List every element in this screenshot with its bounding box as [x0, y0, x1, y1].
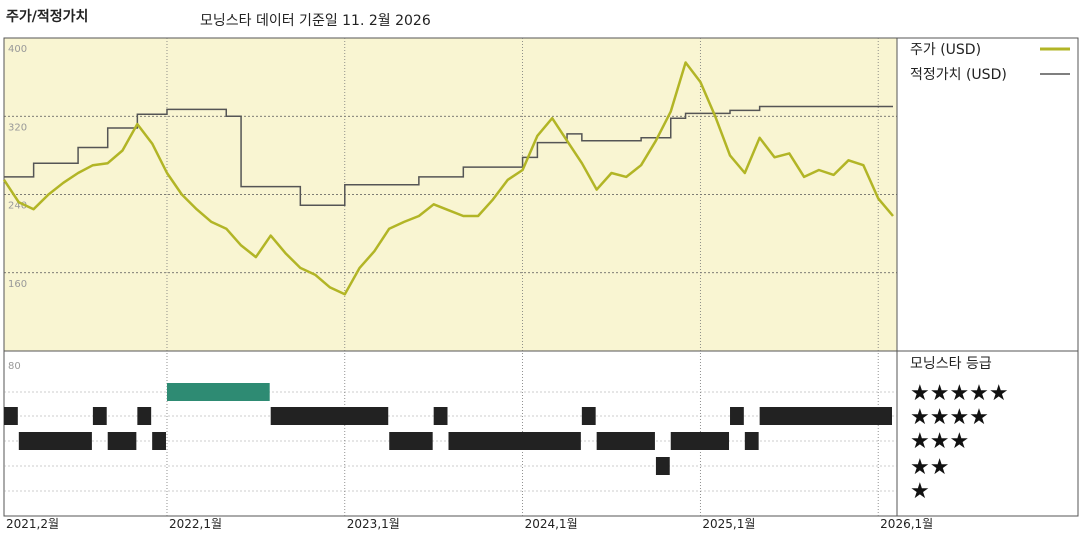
y-tick-label: 240 [8, 201, 27, 212]
rating-bar [137, 407, 152, 425]
rating-bar [581, 407, 596, 425]
chart-subtitle: 모닝스타 데이터 기준일 11. 2월 2026 [200, 13, 431, 29]
y-axis-ticks: 400 320 240 160 80 [8, 44, 27, 372]
y-tick-label: 400 [8, 44, 27, 55]
legend: 주가 (USD) 적정가치 (USD) [910, 42, 1070, 83]
x-tick-label: 2022,1월 [169, 517, 222, 531]
chart-title: 주가/적정가치 [6, 9, 89, 25]
rating-legend-title: 모닝스타 등급 [910, 356, 992, 372]
rating-bar [4, 407, 18, 425]
x-axis-ticks: 2021,2월 2022,1월 2023,1월 2024,1월 2025,1월 2026,… [6, 517, 933, 531]
rating-bar [433, 407, 448, 425]
rating-bar [596, 432, 655, 450]
y-tick-label: 80 [8, 361, 21, 372]
rating-bar [166, 383, 270, 401]
rating-bar [270, 407, 389, 425]
ratings-layer [4, 383, 892, 475]
chart-frame [3, 37, 1079, 517]
rating-row-2-stars: ★★ [910, 455, 949, 480]
rating-row-1-star: ★ [910, 479, 930, 504]
x-tick-label: 2024,1월 [525, 517, 578, 531]
rating-bar [670, 432, 730, 450]
legend-label-price: 주가 (USD) [910, 42, 981, 58]
legend-label-fair-value: 적정가치 (USD) [910, 67, 1007, 83]
y-tick-label: 320 [8, 122, 27, 133]
series-fair-value-line [4, 105, 893, 207]
series-price-line [2, 61, 894, 296]
rating-bar [448, 432, 581, 450]
rating-bar [92, 407, 107, 425]
rating-bar [152, 432, 166, 450]
x-tick-label: 2026,1월 [880, 517, 933, 531]
rating-bar [389, 432, 433, 450]
series-layer [2, 61, 894, 296]
x-tick-label: 2023,1월 [347, 517, 400, 531]
rating-bar [759, 407, 892, 425]
rating-legend: 모닝스타 등급 ★★★★★ ★★★★ ★★★ ★★ ★ [910, 356, 1009, 504]
rating-bar [18, 432, 92, 450]
rating-bar [655, 457, 670, 475]
rating-bar [730, 407, 744, 425]
x-tick-label: 2021,2월 [6, 517, 59, 531]
rating-bar [744, 432, 759, 450]
x-tick-label: 2025,1월 [702, 517, 755, 531]
rating-row-3-stars: ★★★ [910, 429, 969, 454]
rating-row-5-stars: ★★★★★ [910, 381, 1009, 406]
rating-bar [107, 432, 137, 450]
y-tick-label: 160 [8, 279, 27, 290]
rating-row-4-stars: ★★★★ [910, 405, 989, 430]
